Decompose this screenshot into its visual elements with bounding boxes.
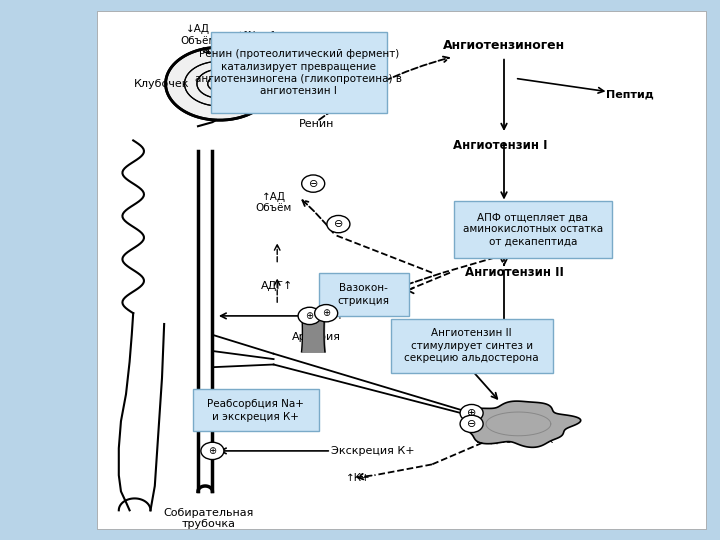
Text: Надпочечник: Надпочечник: [476, 435, 554, 445]
Text: ↑К+: ↑К+: [346, 473, 370, 483]
Circle shape: [460, 404, 483, 422]
Text: ⊕: ⊕: [322, 308, 330, 318]
Text: АДГ↑: АДГ↑: [261, 281, 293, 291]
Text: Ангиотензин II: Ангиотензин II: [465, 266, 564, 279]
Circle shape: [460, 415, 483, 433]
Text: Экскреция К+: Экскреция К+: [331, 446, 415, 456]
Text: Ренин (протеолитический фермент)
катализирует превращение
ангиотензиногена (глик: Ренин (протеолитический фермент) катализ…: [195, 49, 402, 97]
FancyBboxPatch shape: [210, 32, 387, 113]
Text: Пептид: Пептид: [606, 90, 654, 99]
Text: Реабсорбция Na+
и экскреция К+: Реабсорбция Na+ и экскреция К+: [207, 399, 304, 422]
Polygon shape: [166, 48, 274, 120]
Polygon shape: [464, 401, 581, 447]
Text: Na+: Na+: [320, 311, 345, 321]
Circle shape: [315, 305, 338, 322]
FancyBboxPatch shape: [192, 389, 319, 431]
Text: Ангиотензиноген: Ангиотензиноген: [443, 39, 565, 52]
FancyBboxPatch shape: [390, 319, 553, 373]
Circle shape: [302, 175, 325, 192]
Text: АПФ отщепляет два
аминокислотных остатка
от декапептида: АПФ отщепляет два аминокислотных остатка…: [463, 212, 603, 247]
Circle shape: [201, 442, 224, 460]
Text: Вазокон-
стрикция: Вазокон- стрикция: [338, 283, 390, 306]
FancyBboxPatch shape: [454, 201, 612, 258]
Circle shape: [327, 215, 350, 233]
Text: ⊖: ⊖: [333, 219, 343, 229]
Text: ⊕: ⊕: [305, 311, 314, 321]
FancyBboxPatch shape: [97, 11, 706, 529]
Text: ⊕: ⊕: [467, 408, 477, 418]
Circle shape: [298, 307, 321, 325]
Text: Ангиотензин I: Ангиотензин I: [453, 139, 548, 152]
Text: ↓АД
Объём: ↓АД Объём: [180, 24, 216, 46]
Text: Ренин: Ренин: [299, 119, 334, 129]
Text: ⊕: ⊕: [208, 446, 217, 456]
Text: ⊖: ⊖: [308, 179, 318, 188]
Text: ↑АД
Объём: ↑АД Объём: [256, 192, 292, 213]
Text: ↑[Na+]: ↑[Na+]: [235, 30, 276, 40]
Text: Собирательная
трубочка: Собирательная трубочка: [163, 508, 254, 529]
Text: Ангиотензин II
стимулирует синтез и
секрецию альдостерона: Ангиотензин II стимулирует синтез и секр…: [405, 328, 539, 363]
Text: Клубочек: Клубочек: [134, 79, 190, 89]
Text: Альдостерон: Альдостерон: [477, 408, 553, 418]
FancyBboxPatch shape: [319, 273, 409, 316]
Text: ⊖: ⊖: [467, 419, 477, 429]
Text: Артерия: Артерия: [292, 333, 341, 342]
